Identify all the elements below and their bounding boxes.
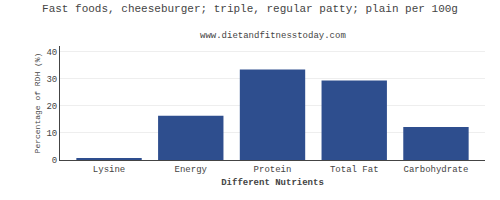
svg-text:30: 30: [46, 75, 57, 85]
svg-text:40: 40: [46, 48, 57, 58]
svg-text:0: 0: [52, 156, 57, 166]
svg-text:Energy: Energy: [175, 165, 208, 175]
svg-text:Fast foods, cheeseburger; trip: Fast foods, cheeseburger; triple, regula…: [42, 3, 458, 15]
svg-text:Percentage of RDH (%): Percentage of RDH (%): [33, 53, 42, 154]
svg-text:Total Fat: Total Fat: [330, 165, 379, 175]
svg-text:Protein: Protein: [254, 165, 292, 175]
svg-text:Different Nutrients: Different Nutrients: [221, 178, 324, 188]
svg-text:www.dietandfitnesstoday.com: www.dietandfitnesstoday.com: [200, 31, 346, 41]
svg-text:Carbohydrate: Carbohydrate: [404, 165, 469, 175]
svg-text:Lysine: Lysine: [93, 165, 125, 175]
svg-text:20: 20: [46, 102, 57, 112]
svg-text:10: 10: [46, 129, 57, 139]
